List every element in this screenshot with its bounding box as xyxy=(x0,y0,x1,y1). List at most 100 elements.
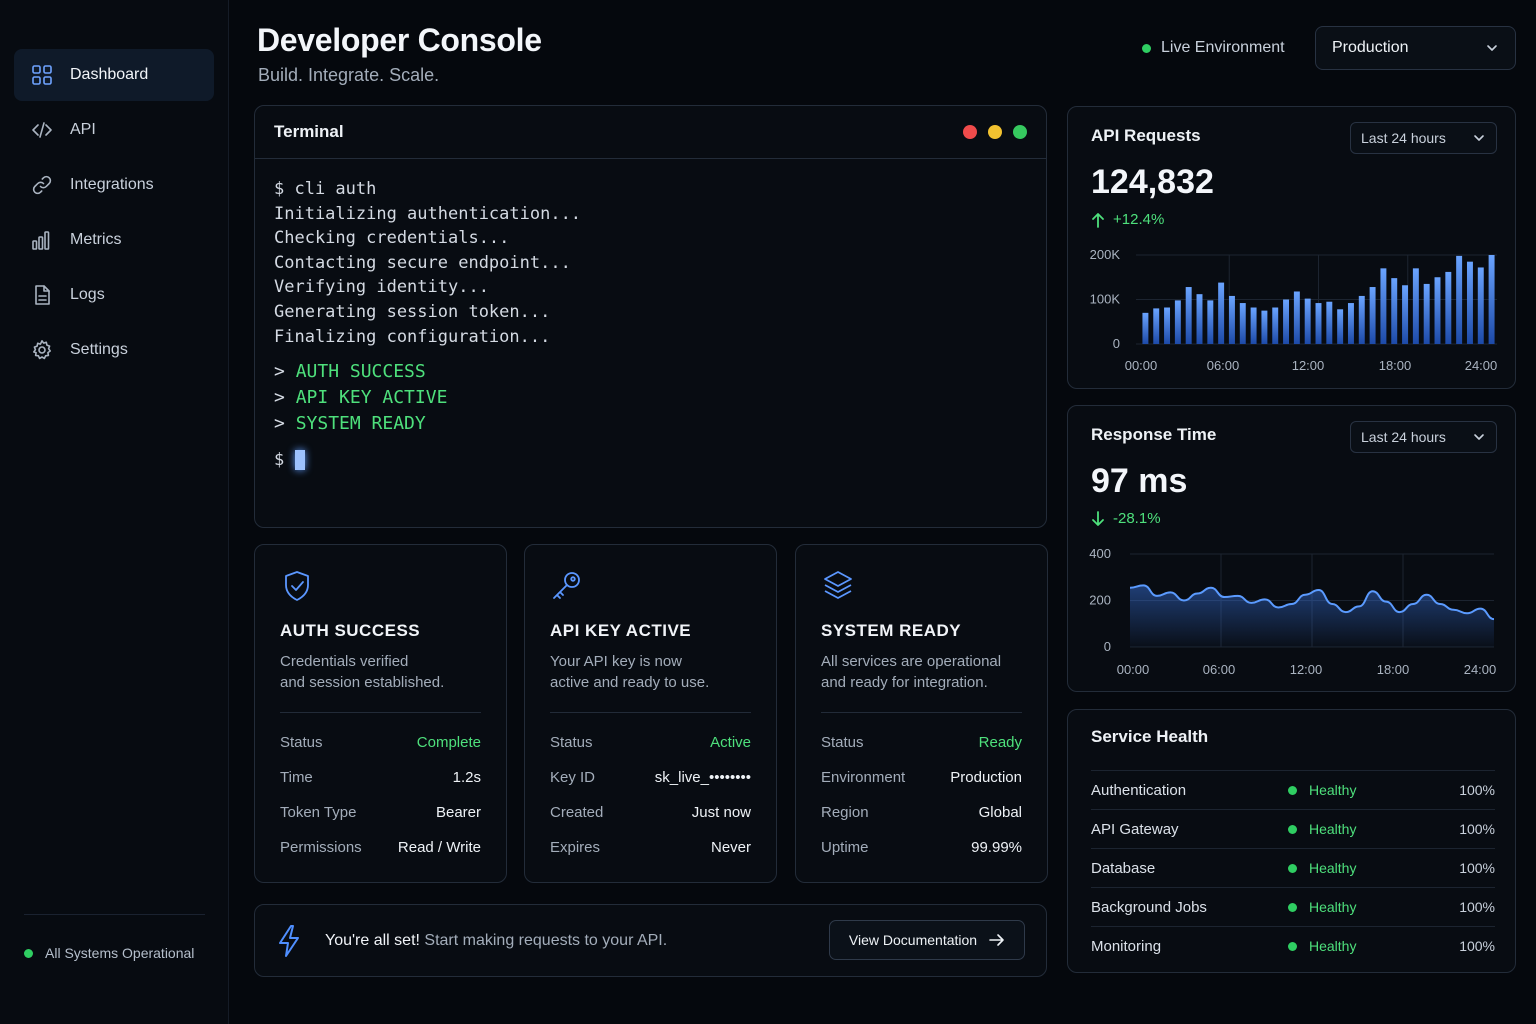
response-time-value: 97 ms xyxy=(1091,462,1188,500)
response-time-title: Response Time xyxy=(1091,425,1217,444)
service-status-label: Healthy xyxy=(1309,782,1357,798)
arrow-down-icon xyxy=(1092,510,1104,526)
card-title: SYSTEM READY xyxy=(821,621,962,640)
terminal-line: $ cli auth xyxy=(274,179,377,199)
terminal-output[interactable]: $ cli auth Initializing authentication...… xyxy=(255,159,1046,491)
response-time-line xyxy=(1129,584,1495,621)
shield-check-icon xyxy=(280,569,314,603)
terminal-line: Verifying identity... xyxy=(274,277,489,298)
service-status-label: Healthy xyxy=(1309,899,1357,915)
y-tick-label: 200 xyxy=(1089,593,1111,608)
y-tick-label: 0 xyxy=(1104,639,1111,654)
bar xyxy=(1423,283,1430,344)
y-tick-label: 0 xyxy=(1113,336,1120,351)
service-uptime: 100% xyxy=(1459,938,1495,954)
service-status: Healthy xyxy=(1288,938,1356,954)
layers-icon xyxy=(821,569,855,603)
detail-key: Region xyxy=(821,804,869,821)
terminal-line: Contacting secure endpoint... xyxy=(274,252,571,273)
terminal-panel: Terminal $ cli auth Initializing authenti… xyxy=(254,105,1047,528)
sidebar-item-label: Metrics xyxy=(70,231,122,248)
card-description-line: and session established. xyxy=(280,674,445,691)
card-divider xyxy=(280,712,481,713)
terminal-result-marker: > xyxy=(274,361,296,383)
service-row: Background Jobs Healthy 100% xyxy=(1091,887,1495,926)
sidebar-item-settings[interactable]: Settings xyxy=(14,324,214,376)
sidebar-item-metrics[interactable]: Metrics xyxy=(14,214,214,266)
banner-strong: You're all set! xyxy=(325,931,420,949)
detail-value: Never xyxy=(710,839,751,856)
detail-key: Status xyxy=(550,734,593,751)
bar xyxy=(1315,303,1322,344)
api-requests-range-select[interactable]: Last 24 hours xyxy=(1350,122,1497,154)
status-dot xyxy=(1288,902,1297,912)
service-row: Database Healthy 100% xyxy=(1091,848,1495,887)
maximize-dot[interactable] xyxy=(1013,125,1027,139)
bar xyxy=(1261,310,1268,344)
chevron-down-icon xyxy=(1474,434,1484,440)
bar-chart-icon xyxy=(31,229,53,251)
detail-value: sk_live_•••••••• xyxy=(654,769,751,786)
service-status: Healthy xyxy=(1288,899,1356,915)
sidebar-item-integrations[interactable]: Integrations xyxy=(14,159,214,211)
bar xyxy=(1142,312,1149,344)
page-title: Developer Console xyxy=(257,22,542,58)
sidebar-item-dashboard[interactable]: Dashboard xyxy=(14,49,214,101)
sidebar-item-label: Logs xyxy=(70,286,105,303)
detail-value: Ready xyxy=(978,734,1022,751)
x-tick-label: 00:00 xyxy=(1117,662,1150,677)
card-description-line: active and ready to use. xyxy=(550,674,710,691)
bar xyxy=(1434,277,1441,344)
bar xyxy=(1185,287,1192,344)
environment-select[interactable]: Production xyxy=(1315,26,1516,70)
gear-icon xyxy=(31,339,53,361)
detail-row: Token Type Bearer xyxy=(280,795,481,830)
response-time-widget: Response Time Last 24 hours 97 ms -28.1%… xyxy=(1067,405,1516,692)
banner-message: You're all set! Start making requests to… xyxy=(325,932,667,950)
card-description-line: Your API key is now xyxy=(550,653,683,670)
api-requests-range: Last 24 hours xyxy=(1361,130,1446,146)
api-requests-title: API Requests xyxy=(1091,126,1201,145)
area-fill xyxy=(1130,585,1494,647)
detail-key: Uptime xyxy=(821,839,869,856)
sidebar-item-logs[interactable]: Logs xyxy=(14,269,214,321)
banner-text: Start making requests to your API. xyxy=(419,931,668,949)
response-time-chart: 0 200 400 00:00 06:00 12:00 18:00 24:00 xyxy=(1089,546,1496,677)
card-divider xyxy=(821,712,1022,713)
system-status: All Systems Operational xyxy=(24,945,194,961)
x-tick-label: 24:00 xyxy=(1465,358,1498,373)
service-status-label: Healthy xyxy=(1309,938,1357,954)
x-tick-label: 12:00 xyxy=(1290,662,1323,677)
terminal-prompt: $ xyxy=(274,447,1027,473)
sidebar-item-api[interactable]: API xyxy=(14,104,214,156)
terminal-result-marker: > xyxy=(274,387,296,409)
arrow-up-icon xyxy=(1092,212,1104,228)
terminal-result-line: > SYSTEM READY xyxy=(274,411,1027,437)
detail-value: Production xyxy=(950,769,1022,786)
bar xyxy=(1293,291,1300,344)
bar xyxy=(1239,303,1246,344)
view-documentation-button[interactable]: View Documentation xyxy=(829,920,1025,960)
bar xyxy=(1218,282,1225,344)
service-uptime: 100% xyxy=(1459,821,1495,837)
sidebar-divider xyxy=(24,914,205,915)
chevron-down-icon xyxy=(1487,45,1497,51)
detail-row: Expires Never xyxy=(550,830,751,865)
detail-key: Status xyxy=(821,734,864,751)
detail-value: Complete xyxy=(416,734,481,751)
close-dot[interactable] xyxy=(963,125,977,139)
status-dot xyxy=(24,948,33,958)
terminal-line: Checking credentials... xyxy=(274,228,510,249)
detail-key: Key ID xyxy=(550,769,596,786)
minimize-dot[interactable] xyxy=(988,125,1002,139)
live-environment-indicator: Live Environment xyxy=(1142,39,1285,57)
terminal-line: Initializing authentication... xyxy=(274,203,582,224)
card-description: Credentials verified and session establis… xyxy=(280,651,480,693)
sidebar-nav: Dashboard API Integrations Metrics Logs Setti… xyxy=(14,49,214,379)
bar xyxy=(1337,309,1344,344)
response-time-range: Last 24 hours xyxy=(1361,429,1446,445)
bar xyxy=(1196,294,1203,344)
response-time-range-select[interactable]: Last 24 hours xyxy=(1350,421,1497,453)
x-tick-label: 18:00 xyxy=(1377,662,1410,677)
card-title: API KEY ACTIVE xyxy=(550,621,692,640)
